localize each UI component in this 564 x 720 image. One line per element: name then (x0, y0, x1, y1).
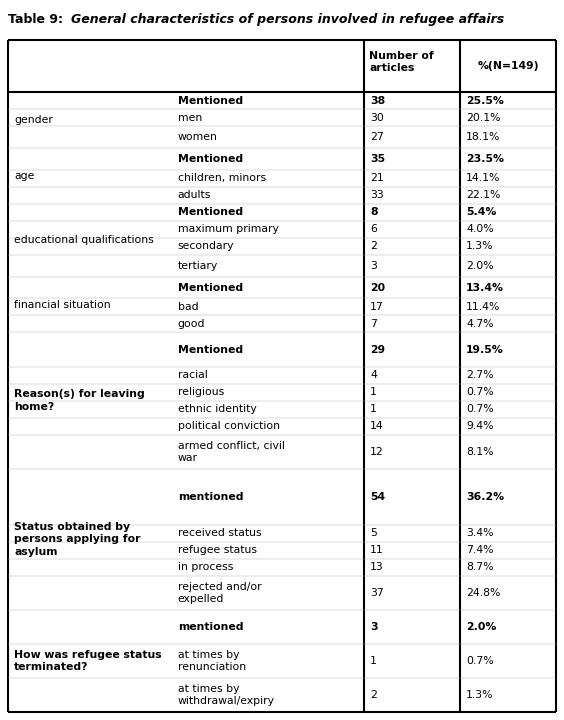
Text: racial: racial (178, 370, 208, 380)
Text: 13.4%: 13.4% (466, 282, 504, 292)
Text: 19.5%: 19.5% (466, 344, 504, 354)
Text: women: women (178, 132, 218, 142)
Text: 36.2%: 36.2% (466, 492, 504, 502)
Text: 30: 30 (370, 112, 384, 122)
Text: Mentioned: Mentioned (178, 282, 243, 292)
Text: 8: 8 (370, 207, 378, 217)
Text: 9.4%: 9.4% (466, 421, 494, 431)
Text: 23.5%: 23.5% (466, 154, 504, 163)
Text: age: age (14, 171, 34, 181)
Text: Mentioned: Mentioned (178, 154, 243, 163)
Text: %(N=149): %(N=149) (477, 61, 539, 71)
Text: 3.4%: 3.4% (466, 528, 494, 538)
Text: financial situation: financial situation (14, 300, 111, 310)
Text: 20.1%: 20.1% (466, 112, 501, 122)
Text: Mentioned: Mentioned (178, 344, 243, 354)
Text: 7: 7 (370, 319, 377, 329)
Text: armed conflict, civil
war: armed conflict, civil war (178, 441, 284, 463)
Text: gender: gender (14, 115, 53, 125)
Text: 14: 14 (370, 421, 384, 431)
Text: Reason(s) for leaving
home?: Reason(s) for leaving home? (14, 390, 145, 412)
Text: 2.0%: 2.0% (466, 261, 494, 271)
Text: 0.7%: 0.7% (466, 404, 494, 414)
Text: General characteristics of persons involved in refugee affairs: General characteristics of persons invol… (71, 13, 504, 26)
Text: 17: 17 (370, 302, 384, 312)
Text: 4: 4 (370, 370, 377, 380)
Text: good: good (178, 319, 205, 329)
Text: 4.0%: 4.0% (466, 224, 494, 234)
Text: 1: 1 (370, 404, 377, 414)
Text: 29: 29 (370, 344, 385, 354)
Text: ethnic identity: ethnic identity (178, 404, 257, 414)
Text: 38: 38 (370, 96, 385, 106)
Text: 14.1%: 14.1% (466, 174, 500, 183)
Text: 24.8%: 24.8% (466, 588, 500, 598)
Text: men: men (178, 112, 202, 122)
Text: at times by
withdrawal/expiry: at times by withdrawal/expiry (178, 684, 275, 706)
Text: 27: 27 (370, 132, 384, 142)
Text: 22.1%: 22.1% (466, 190, 500, 200)
Text: 20: 20 (370, 282, 385, 292)
Text: 6: 6 (370, 224, 377, 234)
Text: Number of
articles: Number of articles (369, 51, 434, 73)
Text: mentioned: mentioned (178, 622, 243, 632)
Text: 5.4%: 5.4% (466, 207, 496, 217)
Text: tertiary: tertiary (178, 261, 218, 271)
Text: 18.1%: 18.1% (466, 132, 500, 142)
Text: 4.7%: 4.7% (466, 319, 494, 329)
Text: How was refugee status
terminated?: How was refugee status terminated? (14, 649, 162, 672)
Text: 1: 1 (370, 387, 377, 397)
Text: 33: 33 (370, 190, 384, 200)
Text: 11: 11 (370, 545, 384, 555)
Text: in process: in process (178, 562, 233, 572)
Text: 2.0%: 2.0% (466, 622, 496, 632)
Text: 54: 54 (370, 492, 385, 502)
Text: 25.5%: 25.5% (466, 96, 504, 106)
Text: 11.4%: 11.4% (466, 302, 500, 312)
Text: 37: 37 (370, 588, 384, 598)
Text: at times by
renunciation: at times by renunciation (178, 649, 246, 672)
Text: 13: 13 (370, 562, 384, 572)
Text: 3: 3 (370, 261, 377, 271)
Text: 1: 1 (370, 656, 377, 666)
Text: 2: 2 (370, 690, 377, 700)
Text: 8.7%: 8.7% (466, 562, 494, 572)
Text: maximum primary: maximum primary (178, 224, 279, 234)
Text: 2.7%: 2.7% (466, 370, 494, 380)
Text: 2: 2 (370, 241, 377, 251)
Text: 21: 21 (370, 174, 384, 183)
Text: Table 9:: Table 9: (8, 13, 67, 26)
Text: adults: adults (178, 190, 211, 200)
Text: Mentioned: Mentioned (178, 207, 243, 217)
Text: 12: 12 (370, 446, 384, 456)
Text: 7.4%: 7.4% (466, 545, 494, 555)
Text: 1.3%: 1.3% (466, 690, 494, 700)
Text: bad: bad (178, 302, 199, 312)
Text: 5: 5 (370, 528, 377, 538)
Text: educational qualifications: educational qualifications (14, 235, 154, 246)
Text: mentioned: mentioned (178, 492, 243, 502)
Text: Status obtained by
persons applying for
asylum: Status obtained by persons applying for … (14, 522, 140, 557)
Text: secondary: secondary (178, 241, 234, 251)
Text: received status: received status (178, 528, 261, 538)
Text: 3: 3 (370, 622, 378, 632)
Text: religious: religious (178, 387, 224, 397)
Text: refugee status: refugee status (178, 545, 257, 555)
Text: 8.1%: 8.1% (466, 446, 494, 456)
Text: 0.7%: 0.7% (466, 656, 494, 666)
Text: rejected and/or
expelled: rejected and/or expelled (178, 582, 261, 604)
Text: 35: 35 (370, 154, 385, 163)
Text: children, minors: children, minors (178, 174, 266, 183)
Text: Mentioned: Mentioned (178, 96, 243, 106)
Text: political conviction: political conviction (178, 421, 280, 431)
Text: 0.7%: 0.7% (466, 387, 494, 397)
Text: 1.3%: 1.3% (466, 241, 494, 251)
